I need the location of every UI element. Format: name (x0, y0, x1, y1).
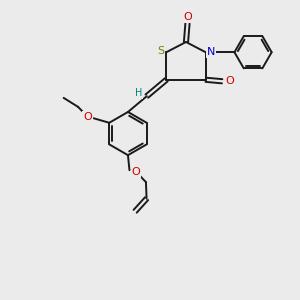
Text: O: O (132, 167, 140, 177)
Text: S: S (158, 46, 164, 56)
Text: N: N (207, 47, 215, 57)
Text: O: O (225, 76, 234, 86)
Text: O: O (183, 12, 192, 22)
Text: O: O (83, 112, 92, 122)
Text: H: H (135, 88, 142, 98)
